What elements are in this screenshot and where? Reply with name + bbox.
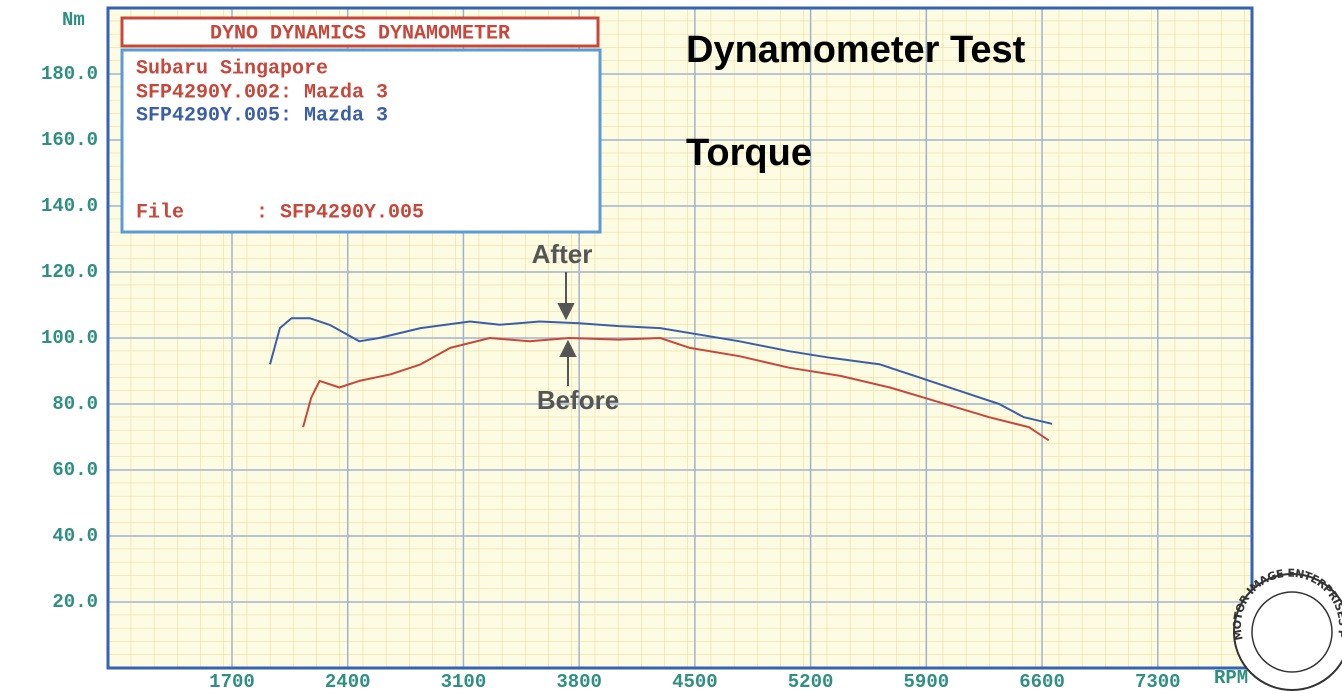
- x-tick-label: 6600: [1019, 671, 1065, 693]
- y-tick-label: 80.0: [52, 393, 98, 415]
- x-tick-label: 4500: [672, 671, 718, 693]
- x-tick-label: 3800: [556, 671, 602, 693]
- annotation: After: [532, 239, 593, 269]
- x-tick-label: 7300: [1135, 671, 1181, 693]
- legend-box: [120, 48, 602, 234]
- x-tick-label: 3100: [441, 671, 487, 693]
- y-tick-label: 180.0: [41, 63, 98, 85]
- torque-line: [269, 317, 1053, 425]
- y-tick-label: 60.0: [52, 459, 98, 481]
- chart-subtitle: Torque: [686, 132, 812, 174]
- annotation-arrow: [557, 272, 575, 321]
- stamp: [1233, 573, 1342, 691]
- x-axis-label: RPM: [1214, 667, 1248, 689]
- file-label: File : SFP4290Y.005: [136, 201, 424, 224]
- x-tick-label: 5900: [904, 671, 950, 693]
- y-tick-label: 40.0: [52, 525, 98, 547]
- x-tick-label: 2400: [325, 671, 371, 693]
- x-tick-label: 5200: [788, 671, 834, 693]
- box-header: DYNO DYNAMICS DYNAMOMETER: [210, 22, 510, 45]
- y-tick-label: 140.0: [41, 195, 98, 217]
- box-header-frame: [120, 16, 600, 48]
- plot-border: [106, 6, 1254, 670]
- annotation-arrow: [559, 339, 577, 386]
- legend-entry: SFP4290Y.002: Mazda 3: [136, 81, 388, 104]
- legend-entry: SFP4290Y.005: Mazda 3: [136, 104, 388, 127]
- stamp-inner: [1251, 591, 1333, 673]
- y-axis-label: Nm: [62, 9, 85, 31]
- box-subtitle: Subaru Singapore: [136, 57, 328, 80]
- y-tick-label: 20.0: [52, 591, 98, 613]
- y-tick-label: 120.0: [41, 261, 98, 283]
- chart-title: Dynamometer Test: [686, 29, 1026, 71]
- annotation: Before: [537, 385, 619, 415]
- y-tick-label: 100.0: [41, 327, 98, 349]
- torque-line: [302, 337, 1050, 442]
- y-tick-label: 160.0: [41, 129, 98, 151]
- x-tick-label: 1700: [209, 671, 255, 693]
